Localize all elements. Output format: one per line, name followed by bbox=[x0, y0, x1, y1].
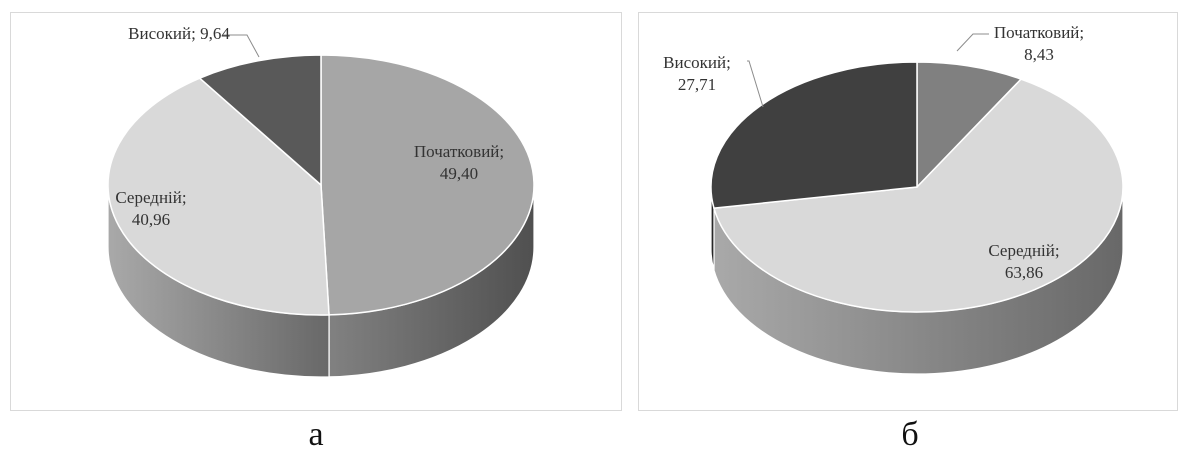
slice-label-початковий: Початковий; 8,43 bbox=[994, 23, 1084, 64]
leader-line-високий bbox=[747, 60, 764, 108]
slice-label-високий: Високий; 27,71 bbox=[663, 53, 731, 94]
leader-line-високий bbox=[223, 34, 260, 58]
panel-caption-b: б bbox=[901, 416, 919, 453]
pie-slice-середній bbox=[107, 77, 330, 316]
pie-slice-початковий bbox=[916, 61, 1023, 189]
pie-slice-високий bbox=[710, 61, 918, 209]
slice-label-середній: Середній; 63,86 bbox=[988, 241, 1059, 282]
slice-label-початковий: Початковий; 49,40 bbox=[414, 142, 504, 183]
slice-label-високий: Високий; 9,64 bbox=[128, 24, 230, 43]
pie-slice-початковий bbox=[320, 54, 535, 316]
pie-slice-високий bbox=[198, 54, 322, 187]
leader-line-початковий bbox=[956, 33, 989, 52]
pie-chart-a: Початковий; 49,40 Середній; 40,96 Високий; 9… bbox=[107, 24, 535, 378]
pie-chart-b: Початковий; 8,43 Середній; 63,86 Високий; 27,… bbox=[663, 23, 1124, 375]
slice-label-середній: Середній; 40,96 bbox=[115, 188, 186, 229]
chart-panel-a: Початковий; 49,40 Середній; 40,96 Високий; 9… bbox=[10, 12, 622, 411]
pie-slice-середній bbox=[713, 78, 1124, 313]
chart-panel-b: Початковий; 8,43 Середній; 63,86 Високий; 27,… bbox=[638, 12, 1178, 411]
panel-caption-a: а bbox=[308, 416, 324, 453]
